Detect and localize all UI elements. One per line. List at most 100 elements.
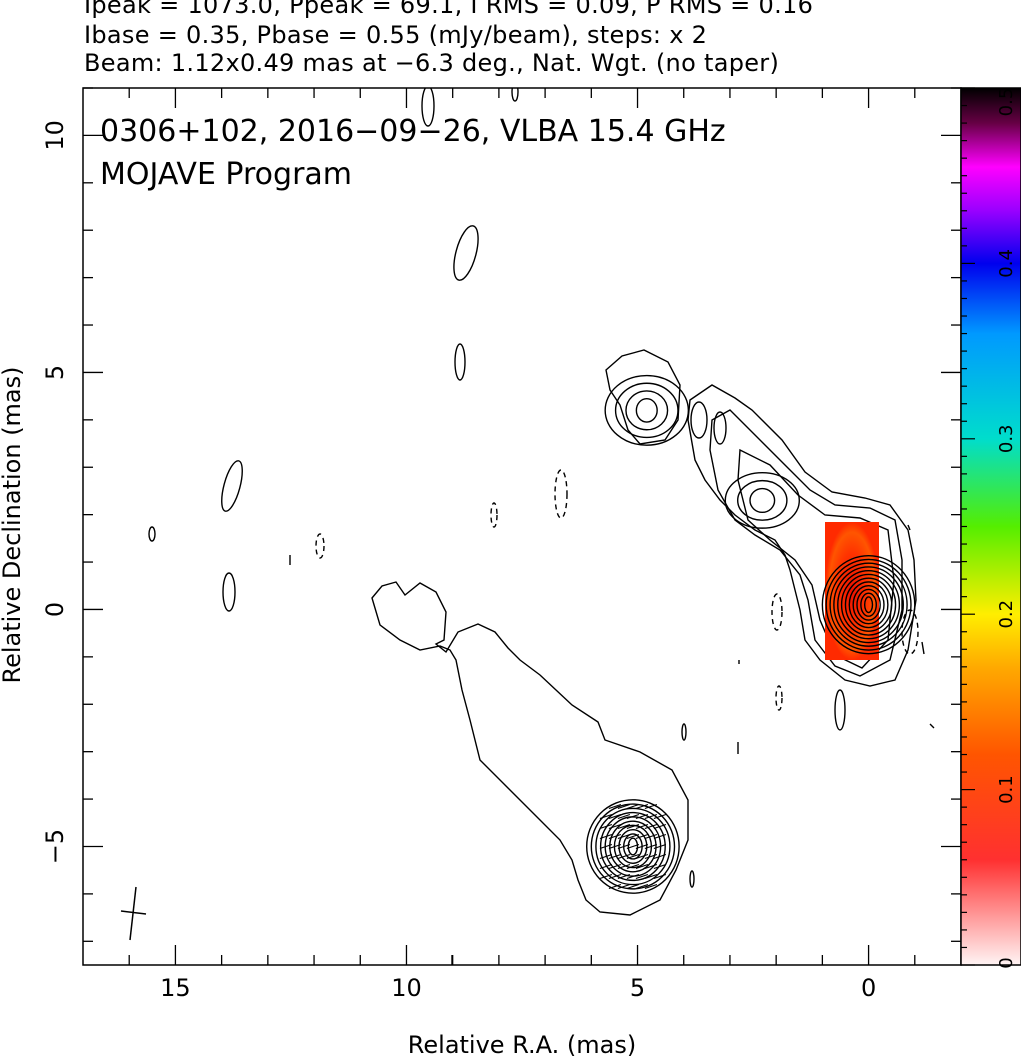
beam-minor-axis — [120, 910, 147, 915]
evpa-vector — [644, 883, 658, 890]
chart-title: 0306+102, 2016−09−26, VLBA 15.4 GHz — [100, 114, 726, 149]
x-tick-label: 15 — [160, 974, 191, 1002]
evpa-vector — [644, 803, 658, 810]
contour-level — [595, 807, 671, 886]
chart-subtitle: MOJAVE Program — [100, 157, 352, 192]
evpa-vector — [617, 873, 631, 880]
y-tick-label: 0 — [41, 602, 69, 617]
evpa-vector — [653, 873, 667, 880]
isolated-contour — [689, 870, 695, 888]
negative-contour — [775, 685, 783, 711]
contour-level — [604, 374, 690, 446]
evpa-vector — [599, 863, 613, 870]
contour-level — [856, 588, 881, 621]
header-peak-rms: Ipeak = 1073.0, Ppeak = 69.1, I RMS = 0.… — [84, 0, 814, 19]
colorbar-tick-label: 0.1 — [996, 775, 1017, 804]
evpa-vector — [608, 853, 622, 860]
evpa-vector — [599, 853, 613, 860]
evpa-vector — [617, 823, 631, 830]
x-tick-label: 0 — [861, 974, 876, 1002]
contour-level — [840, 573, 897, 636]
isolated-contour — [148, 526, 156, 542]
core-contours — [821, 555, 916, 655]
x-axis-label: Relative R.A. (mas) — [408, 1031, 636, 1059]
isolated-contour — [421, 88, 435, 127]
evpa-vector — [644, 813, 658, 820]
y-tick-label: −5 — [41, 829, 69, 864]
isolated-contour — [511, 88, 519, 102]
contour-level — [724, 472, 800, 529]
colorbar-tick-label: 0.2 — [996, 600, 1017, 629]
y-tick-label: 5 — [41, 365, 69, 380]
evpa-vector — [635, 853, 649, 860]
x-tick-label: 10 — [391, 974, 422, 1002]
evpa-vector — [644, 823, 658, 830]
evpa-vector — [599, 873, 613, 880]
evpa-vector — [608, 883, 622, 890]
northern-outer-contour — [605, 349, 681, 445]
isolated-contour — [681, 723, 687, 741]
contour-level — [586, 799, 680, 894]
colorbar-tick-label: 0.4 — [996, 249, 1017, 278]
negative-contour — [554, 469, 568, 519]
negative-contour — [315, 533, 325, 559]
evpa-vector — [644, 843, 658, 850]
jet-blob-contour — [690, 401, 708, 439]
evpa-vector — [599, 823, 613, 830]
evpa-vector — [635, 803, 649, 810]
beam-major-axis — [129, 886, 137, 941]
colorbar-tick-label: 0 — [996, 957, 1017, 968]
evpa-vector — [617, 853, 631, 860]
y-axis-label: Relative Declination (mas) — [0, 366, 26, 683]
evpa-vector — [626, 813, 640, 820]
contour-level — [627, 837, 639, 856]
evpa-vector — [653, 843, 667, 850]
contour-level — [736, 479, 788, 521]
evpa-vector — [626, 833, 640, 840]
evpa-vector — [635, 833, 649, 840]
evpa-vector — [608, 843, 622, 850]
evpa-vector — [626, 873, 640, 880]
diffuse-jet-contour — [371, 581, 689, 916]
evpa-vector — [599, 813, 613, 820]
evpa-vector — [644, 853, 658, 860]
evpa-vector — [626, 883, 640, 890]
evpa-vector — [635, 823, 649, 830]
evpa-vector — [599, 833, 613, 840]
x-tick-label: 5 — [630, 974, 645, 1002]
evpa-vector — [608, 823, 622, 830]
header-base-levels: Ibase = 0.35, Pbase = 0.55 (mJy/beam), s… — [84, 21, 708, 49]
negative-contour — [490, 502, 498, 528]
contour-level — [635, 397, 658, 423]
evpa-vector — [653, 853, 667, 860]
evpa-vector — [608, 813, 622, 820]
contour-level — [852, 585, 885, 625]
contour-level — [625, 390, 669, 431]
contour-level — [860, 592, 877, 617]
jet-blob-contours — [724, 472, 800, 529]
contour-level — [618, 828, 648, 864]
upper-jet-contour-2 — [709, 409, 903, 677]
contour-level — [844, 577, 893, 632]
evpa-vector — [653, 833, 667, 840]
isolated-contour — [453, 225, 479, 281]
evpa-vector — [626, 843, 640, 850]
evpa-vector — [617, 803, 631, 810]
evpa-vector — [608, 863, 622, 870]
evpa-vector — [626, 863, 640, 870]
evpa-vector — [635, 813, 649, 820]
evpa-vector — [617, 883, 631, 890]
contour-level — [848, 581, 889, 629]
evpa-vector — [635, 883, 649, 890]
upper-jet-contour-3 — [737, 448, 895, 669]
evpa-vector — [635, 863, 649, 870]
contour-level — [833, 566, 904, 644]
contour-level — [749, 487, 776, 514]
polarization-vectors — [599, 803, 667, 890]
evpa-vector — [626, 803, 640, 810]
contour-level — [863, 596, 874, 614]
header-beam: Beam: 1.12x0.49 mas at −6.3 deg., Nat. W… — [84, 49, 780, 77]
extended-emission — [148, 88, 935, 965]
evpa-vector — [644, 833, 658, 840]
isolated-contour — [221, 460, 243, 512]
